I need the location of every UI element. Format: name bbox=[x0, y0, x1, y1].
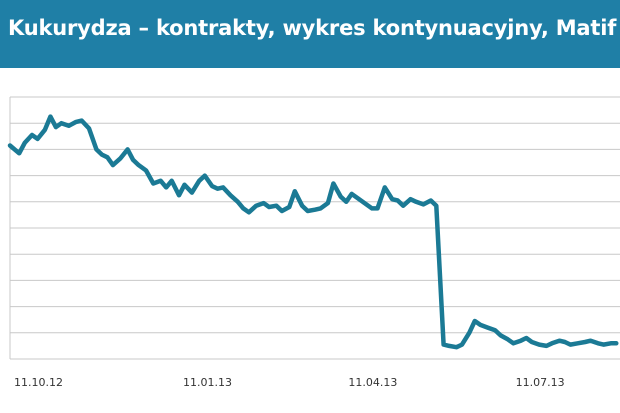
chart-title: Kukurydza – kontrakty, wykres kontynuacy… bbox=[8, 16, 617, 40]
x-tick-label: 11.07.13 bbox=[516, 376, 565, 389]
chart-area: 11.10.12 11.01.13 11.04.13 11.07.13 bbox=[0, 68, 620, 413]
x-tick-label: 11.04.13 bbox=[348, 376, 397, 389]
line-chart: 11.10.12 11.01.13 11.04.13 11.07.13 bbox=[7, 96, 620, 389]
x-tick-label: 11.10.12 bbox=[14, 376, 63, 389]
x-tick-label: 11.01.13 bbox=[183, 376, 232, 389]
series-line bbox=[7, 114, 619, 350]
title-bar: Kukurydza – kontrakty, wykres kontynuacy… bbox=[0, 0, 620, 68]
